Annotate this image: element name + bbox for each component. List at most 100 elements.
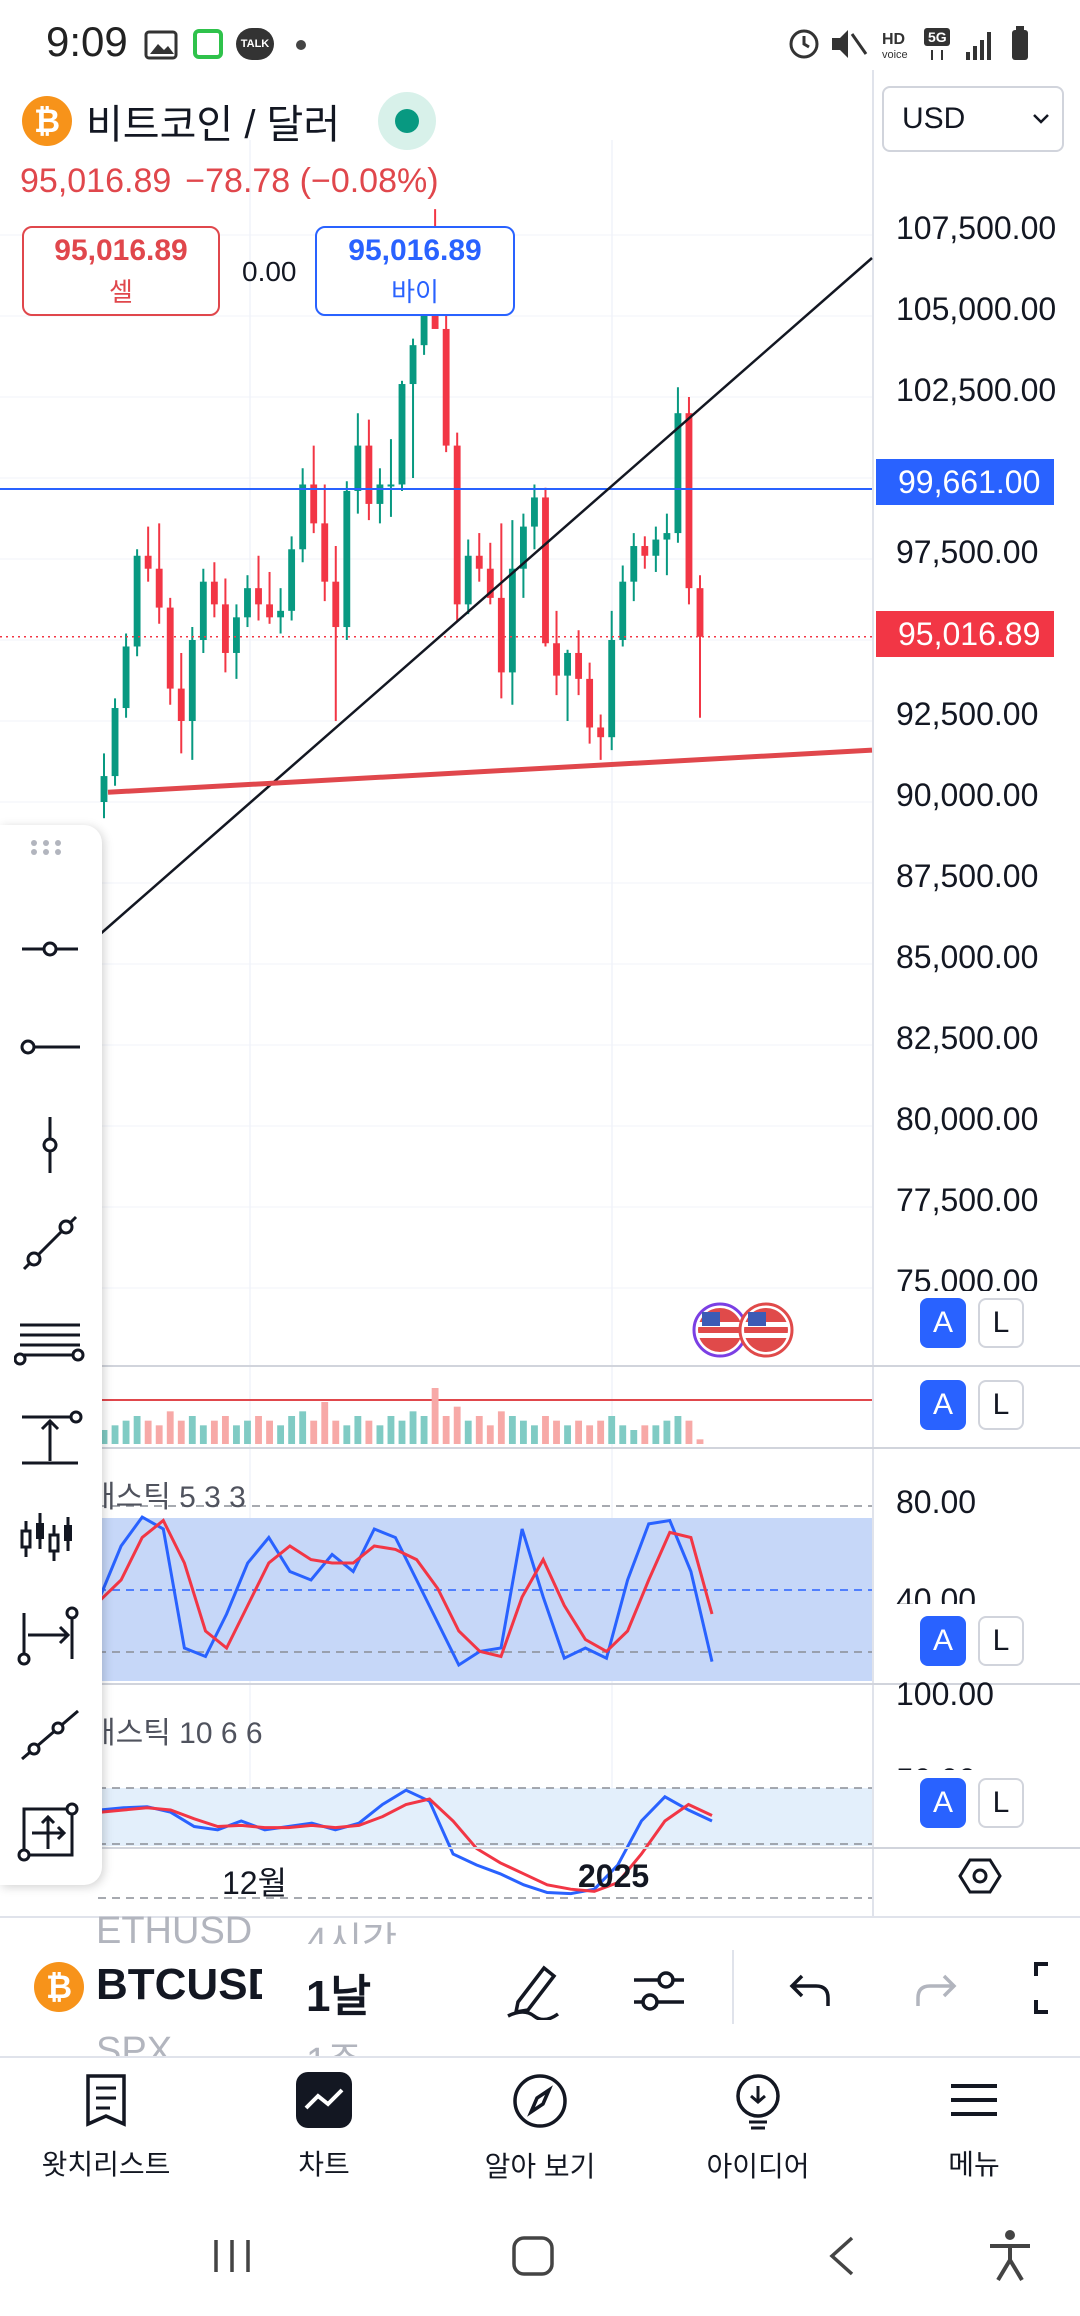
stoch1-band [98, 1518, 872, 1681]
ray-line-icon[interactable] [14, 1697, 86, 1769]
drag-handle-icon[interactable] [30, 839, 70, 855]
recent-apps-icon[interactable] [210, 2234, 256, 2278]
log-scale-button[interactable]: L [978, 1380, 1024, 1430]
volume-bar [188, 1416, 196, 1444]
price-pane-scale-buttons: A L [920, 1298, 1024, 1348]
candle-body [531, 497, 538, 527]
volume-bar [376, 1425, 384, 1444]
log-scale-button[interactable]: L [978, 1616, 1024, 1666]
gallery-icon [144, 30, 178, 60]
vertical-line-icon[interactable] [14, 1109, 86, 1181]
candle-body [376, 484, 384, 504]
horizontal-line-icon[interactable] [14, 913, 86, 985]
symbol-option[interactable]: ETHUSD [96, 1910, 253, 1944]
log-scale-button[interactable]: L [978, 1778, 1024, 1828]
volume-bar [310, 1420, 318, 1444]
interval-option[interactable]: 1주 [306, 2030, 362, 2058]
log-scale-button[interactable]: L [978, 1298, 1024, 1348]
price-axis-label: 92,500.00 [896, 696, 1039, 732]
volume-bar [608, 1416, 616, 1444]
volume-bar [663, 1420, 671, 1444]
chart-settings-icon[interactable] [958, 1856, 1002, 1896]
chart-area[interactable]: ₿ 비트코인 / 달러 USD 95,016.89 −78.78 (−0.08%)… [0, 70, 1080, 1920]
auto-scale-button[interactable]: A [920, 1380, 966, 1430]
trend-line [97, 257, 873, 937]
redo-icon[interactable] [914, 1970, 958, 2010]
price-axis-label: 82,500.00 [896, 1020, 1039, 1056]
bitcoin-icon: ₿ [22, 96, 72, 146]
fullscreen-icon[interactable] [1030, 1960, 1080, 2020]
volume-bar [431, 1388, 439, 1444]
volume-bar [244, 1420, 251, 1444]
volume-bar [564, 1425, 571, 1444]
trend-line-icon[interactable] [14, 1207, 86, 1279]
currency-select[interactable]: USD [882, 86, 1064, 152]
stoch2-axis-label: 100.00 [896, 1676, 994, 1712]
stoch2-axis-label: 50.00 [896, 1762, 976, 1770]
chevron-down-icon [1033, 114, 1049, 124]
us-flag-event-icon[interactable] [680, 1302, 800, 1362]
auto-scale-button[interactable]: A [920, 1298, 966, 1348]
stoch1-label[interactable]: 캐스틱 5 3 3 [88, 1481, 246, 1514]
nav-label: 알아 보기 [484, 2151, 596, 2182]
volume-bar [531, 1425, 538, 1444]
status-time: 9:09 [46, 18, 128, 65]
volume-bar [299, 1411, 307, 1444]
accessibility-icon[interactable] [986, 2228, 1034, 2282]
nav-explore[interactable]: 알아 보기 [440, 2072, 640, 2185]
home-icon[interactable] [510, 2234, 556, 2278]
volume-bar [210, 1420, 218, 1444]
candle-body [233, 617, 240, 653]
indicators-settings-icon[interactable] [630, 1962, 688, 2018]
undo-icon[interactable] [788, 1970, 832, 2010]
volume-bar [464, 1420, 472, 1444]
app-notification-icon [193, 29, 223, 59]
stoch2-label[interactable]: 캐스틱 10 6 6 [88, 1717, 263, 1750]
stoch1-axis-label: 40.00 [896, 1582, 977, 1604]
date-range-icon[interactable] [14, 1599, 86, 1671]
candle-body [519, 526, 527, 569]
volume-bar [233, 1425, 240, 1444]
candle-body [332, 581, 340, 628]
symbol-header[interactable]: ₿ 비트코인 / 달러 [22, 92, 437, 150]
symbol-option[interactable]: SPX [96, 2030, 173, 2058]
nav-ideas[interactable]: 아이디어 [658, 2072, 858, 2185]
nav-watchlist[interactable]: 왓치리스트 [6, 2072, 206, 2183]
talk-icon: TALK [236, 28, 274, 60]
support-line [107, 747, 873, 795]
measure-icon[interactable] [14, 1795, 86, 1867]
volume-bar [111, 1425, 119, 1444]
candles-pattern-icon[interactable] [14, 1501, 86, 1573]
price-axis-label: 85,000.00 [896, 939, 1039, 975]
price-axis-label: 80,000.00 [896, 1101, 1039, 1137]
volume-bar [586, 1425, 594, 1444]
stoch1-d-line [98, 1518, 714, 1659]
bitcoin-icon: ₿ [34, 1962, 84, 2012]
volume-bar [409, 1411, 417, 1444]
candle-body [486, 568, 494, 598]
price-axis-label: 105,000.00 [896, 291, 1057, 327]
chart-icon [296, 2072, 352, 2128]
level-price-tag[interactable]: 99,661.00 [876, 459, 1054, 505]
volume-bar [508, 1416, 516, 1444]
candle-body [663, 533, 671, 540]
horizontal-ray-icon[interactable] [14, 1011, 86, 1083]
nav-menu[interactable]: 메뉴 [874, 2072, 1074, 2183]
candle-body [497, 597, 505, 673]
buy-button[interactable]: 95,016.89 바이 [315, 226, 515, 316]
candle-body [133, 555, 141, 647]
symbol-title[interactable]: 비트코인 / 달러 [86, 103, 341, 147]
price-range-icon[interactable] [14, 1403, 86, 1475]
interval-option[interactable]: 4시간 [306, 1921, 398, 1944]
back-icon[interactable] [822, 2234, 862, 2278]
pencil-icon[interactable] [504, 1960, 562, 2020]
sell-button[interactable]: 95,016.89 셀 [22, 226, 220, 316]
parallel-channel-icon[interactable] [14, 1305, 86, 1377]
auto-scale-button[interactable]: A [920, 1778, 966, 1828]
auto-scale-button[interactable]: A [920, 1616, 966, 1666]
nav-chart[interactable]: 차트 [224, 2072, 424, 2183]
symbol-selector[interactable]: BTCUSD [96, 1960, 262, 2009]
interval-selector[interactable]: 1날 [306, 1972, 371, 2021]
volume-bar [365, 1420, 373, 1444]
chart-canvas[interactable] [0, 70, 1080, 1920]
